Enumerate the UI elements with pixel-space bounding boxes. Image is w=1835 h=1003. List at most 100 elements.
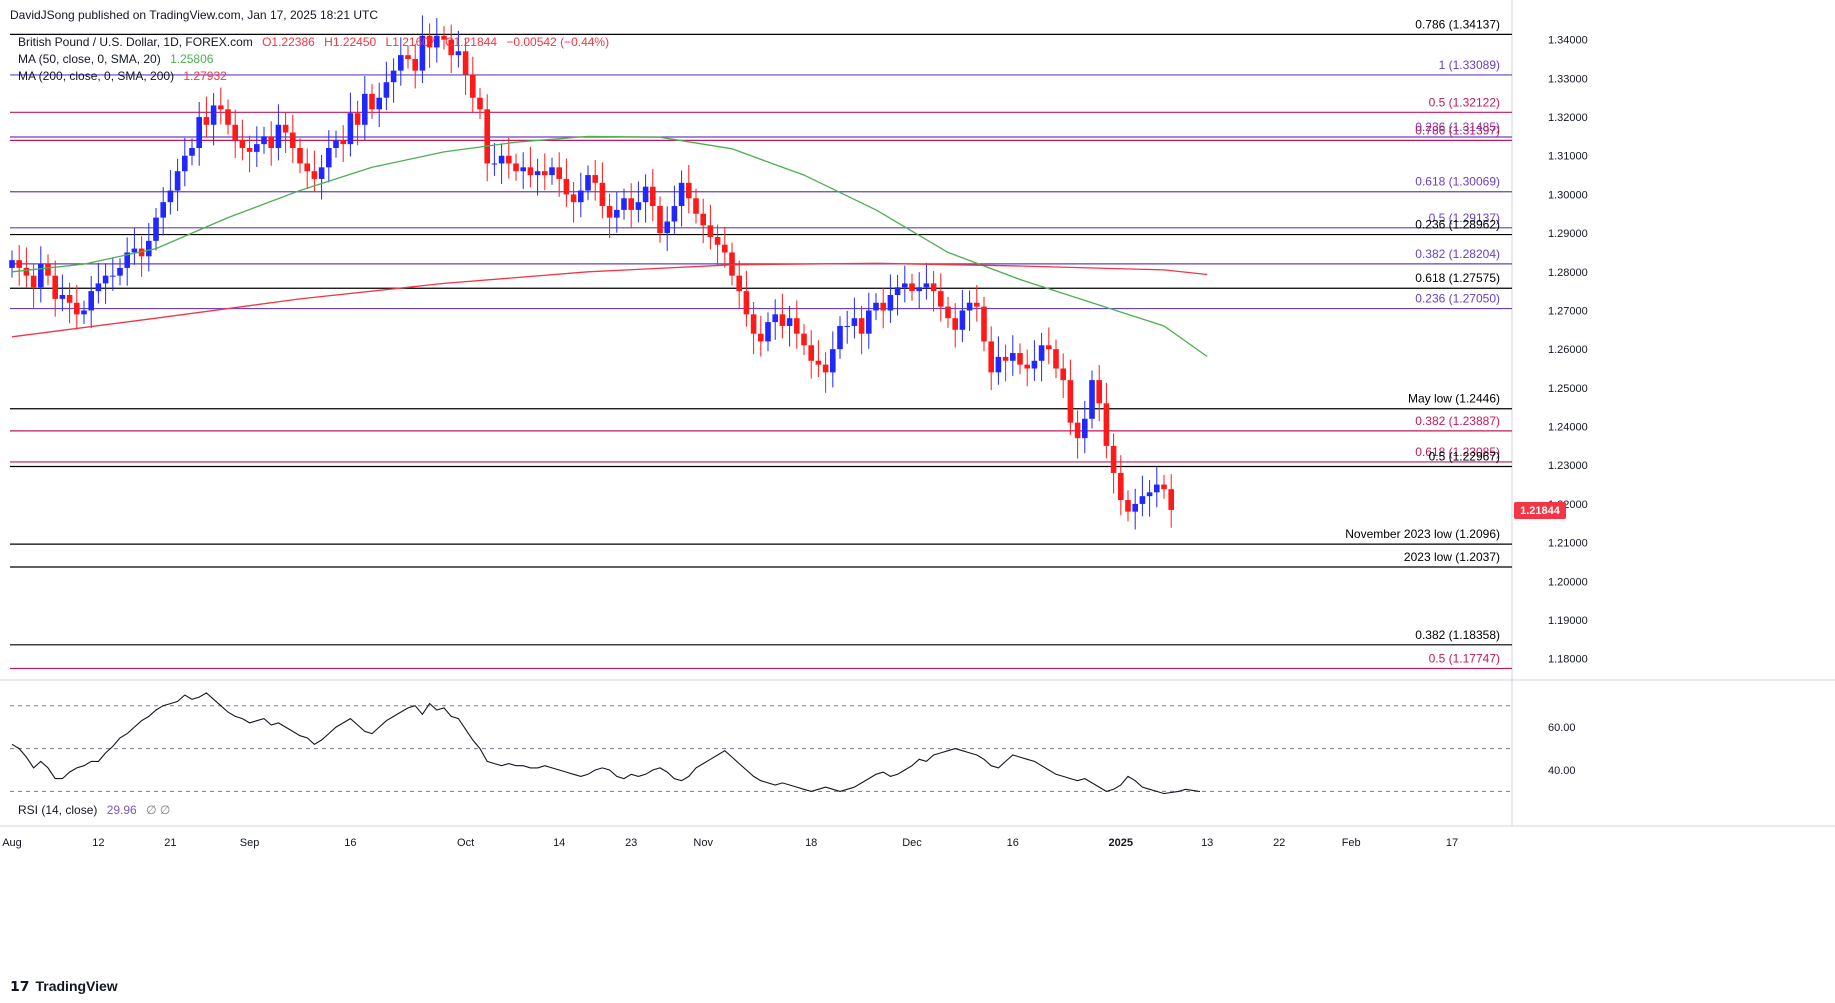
candle-body bbox=[880, 302, 886, 311]
candle-body bbox=[1154, 484, 1160, 493]
ma50-legend[interactable]: MA (50, close, 0, SMA, 20) 1.25806 bbox=[18, 52, 219, 66]
candle-body bbox=[146, 240, 152, 257]
candle-body bbox=[354, 113, 361, 125]
candle-body bbox=[513, 163, 519, 172]
change-value: −0.00542 (−0.44%) bbox=[506, 35, 610, 49]
level-label: 0.382 (1.23887) bbox=[1415, 414, 1500, 428]
candle-body bbox=[729, 252, 735, 276]
open-value: O1.22386 bbox=[262, 35, 315, 49]
price-tick-label: 1.29000 bbox=[1548, 228, 1588, 240]
candle-body bbox=[758, 333, 764, 342]
ma200-legend[interactable]: MA (200, close, 0, SMA, 200) 1.27932 bbox=[18, 69, 233, 83]
candle-body bbox=[462, 51, 469, 75]
candle-body bbox=[210, 105, 217, 125]
candle-body bbox=[563, 178, 570, 195]
candle-body bbox=[578, 190, 584, 203]
candle-body bbox=[203, 117, 210, 125]
candle-body bbox=[333, 140, 339, 148]
candle-body bbox=[182, 155, 188, 172]
candle-body bbox=[398, 55, 404, 71]
symbol-name[interactable]: British Pound / U.S. Dollar, 1D, FOREX.c… bbox=[18, 35, 253, 49]
candle-body bbox=[657, 206, 663, 234]
candle-body bbox=[786, 318, 793, 326]
candle-body bbox=[1038, 345, 1045, 361]
rsi-tick-label: 60.00 bbox=[1548, 722, 1576, 734]
candle-body bbox=[1168, 489, 1174, 510]
time-tick-label: 2025 bbox=[1109, 837, 1133, 849]
level-label: 0.5 (1.32122) bbox=[1429, 95, 1500, 109]
candle-body bbox=[290, 132, 296, 148]
tradingview-logo[interactable]: 𝟭𝟳 TradingView bbox=[10, 978, 118, 995]
candle-body bbox=[376, 97, 382, 110]
time-tick-label: Feb bbox=[1342, 837, 1361, 849]
candle-body bbox=[506, 155, 512, 164]
time-tick-label: 16 bbox=[1007, 837, 1019, 849]
time-tick-label: 13 bbox=[1201, 837, 1213, 849]
candle-body bbox=[448, 39, 454, 56]
candle-body bbox=[1053, 349, 1059, 369]
level-label: 0.382 (1.28204) bbox=[1415, 247, 1500, 261]
candle-body bbox=[808, 345, 814, 361]
candle-body bbox=[189, 147, 195, 156]
candle-body bbox=[664, 221, 670, 234]
candle-body bbox=[52, 275, 58, 299]
candle-body bbox=[477, 97, 483, 110]
moving-averages bbox=[11, 135, 1208, 358]
level-label: 0.382 (1.18358) bbox=[1415, 628, 1500, 642]
rsi-legend[interactable]: RSI (14, close) 29.96 ∅ ∅ bbox=[18, 803, 176, 817]
fibonacci-levels: 0.786 (1.34137) 1 (1.33089) 0.5 (1.32122) 0… bbox=[10, 17, 1512, 670]
candle-body bbox=[945, 306, 951, 319]
level-label: 1 (1.33089) bbox=[1439, 58, 1500, 72]
candle-body bbox=[750, 314, 757, 334]
candle-body bbox=[570, 194, 577, 203]
candle-body bbox=[678, 182, 685, 207]
time-tick-label: 12 bbox=[92, 837, 104, 849]
candle-body bbox=[275, 124, 282, 148]
candle-body bbox=[1103, 403, 1110, 446]
close-value: C1.21844 bbox=[444, 35, 497, 49]
candle-body bbox=[700, 213, 706, 226]
candle-body bbox=[239, 140, 246, 148]
candle-body bbox=[434, 35, 440, 48]
candle-body bbox=[556, 167, 562, 179]
rsi-value: 29.96 bbox=[106, 803, 137, 817]
time-tick-label: Sep bbox=[240, 837, 260, 849]
time-tick-label: Aug bbox=[2, 837, 22, 849]
ma50-label: MA (50, close, 0, SMA, 20) bbox=[18, 52, 161, 66]
candle-body bbox=[1046, 345, 1052, 350]
candle-body bbox=[549, 167, 555, 176]
candle-body bbox=[1146, 492, 1153, 497]
candle-body bbox=[59, 295, 66, 299]
last-price-label: 1.21844 bbox=[1520, 505, 1561, 517]
candle-body bbox=[318, 167, 325, 179]
candle-body bbox=[1132, 503, 1138, 512]
candle-body bbox=[254, 144, 260, 152]
candle-body bbox=[441, 35, 447, 40]
candle-body bbox=[38, 264, 44, 288]
candle-body bbox=[1017, 353, 1023, 365]
candle-body bbox=[282, 124, 289, 133]
candle-body bbox=[815, 360, 822, 365]
time-tick-label: Oct bbox=[457, 837, 474, 849]
candle-body bbox=[966, 302, 973, 311]
low-value: L1.21607 bbox=[385, 35, 436, 49]
high-value: H1.22450 bbox=[324, 35, 377, 49]
price-tick-label: 1.34000 bbox=[1548, 35, 1588, 47]
candle-body bbox=[902, 283, 908, 288]
candle-body bbox=[887, 295, 894, 311]
candle-body bbox=[1089, 380, 1095, 419]
candle-body bbox=[779, 314, 786, 326]
level-label: 0.786 (1.31397) bbox=[1415, 123, 1500, 137]
candle-body bbox=[520, 167, 526, 172]
candle-body bbox=[743, 291, 750, 315]
rsi-line bbox=[11, 692, 1201, 795]
time-tick-label: 23 bbox=[625, 837, 637, 849]
candle-body bbox=[261, 136, 267, 145]
candle-body bbox=[347, 113, 354, 145]
level-label: 0.236 (1.31485) bbox=[1415, 120, 1500, 134]
candle-body bbox=[801, 333, 807, 346]
candle-body bbox=[1074, 422, 1081, 439]
candle-body bbox=[650, 186, 656, 207]
level-label: November 2023 low (1.2096) bbox=[1345, 527, 1500, 541]
